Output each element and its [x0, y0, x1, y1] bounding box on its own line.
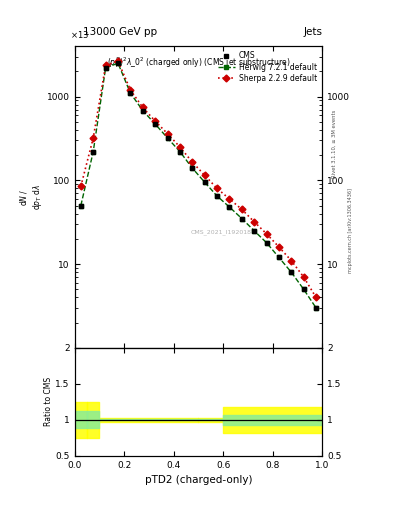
CMS [239, 216, 244, 222]
CMS [215, 193, 219, 199]
CMS [103, 65, 108, 71]
Herwig 7.2.1 default [252, 228, 257, 234]
Herwig 7.2.1 default [103, 65, 108, 71]
Sherpa 2.2.9 default [140, 104, 145, 111]
Sherpa 2.2.9 default [289, 258, 294, 264]
Herwig 7.2.1 default [289, 269, 294, 275]
Sherpa 2.2.9 default [264, 231, 269, 237]
CMS [178, 148, 182, 155]
X-axis label: pTD2 (charged-only): pTD2 (charged-only) [145, 475, 252, 485]
Sherpa 2.2.9 default [277, 244, 281, 250]
CMS [91, 148, 95, 155]
Sherpa 2.2.9 default [190, 159, 195, 165]
CMS [277, 254, 281, 261]
Herwig 7.2.1 default [140, 108, 145, 114]
Text: 13000 GeV pp: 13000 GeV pp [83, 27, 157, 37]
Y-axis label: $\mathrm{d}N$ /
$\mathrm{d}p_T$ $\mathrm{d}\lambda$: $\mathrm{d}N$ / $\mathrm{d}p_T$ $\mathrm… [18, 184, 44, 210]
Herwig 7.2.1 default [314, 305, 318, 311]
Sherpa 2.2.9 default [116, 58, 120, 64]
Sherpa 2.2.9 default [165, 131, 170, 137]
Sherpa 2.2.9 default [301, 274, 306, 280]
Sherpa 2.2.9 default [227, 196, 232, 202]
CMS [153, 121, 158, 127]
Sherpa 2.2.9 default [91, 135, 95, 141]
Sherpa 2.2.9 default [128, 87, 133, 93]
CMS [190, 165, 195, 171]
Herwig 7.2.1 default [202, 179, 207, 185]
CMS [301, 286, 306, 292]
Y-axis label: Ratio to CMS: Ratio to CMS [44, 377, 53, 426]
Sherpa 2.2.9 default [178, 144, 182, 150]
CMS [128, 90, 133, 96]
Sherpa 2.2.9 default [215, 185, 219, 191]
Sherpa 2.2.9 default [202, 172, 207, 178]
Text: CMS_2021_I1920187: CMS_2021_I1920187 [191, 229, 256, 235]
CMS [289, 269, 294, 275]
Sherpa 2.2.9 default [314, 294, 318, 301]
Herwig 7.2.1 default [301, 286, 306, 292]
Text: Jets: Jets [303, 27, 322, 37]
Herwig 7.2.1 default [153, 121, 158, 127]
Sherpa 2.2.9 default [153, 118, 158, 124]
Sherpa 2.2.9 default [239, 206, 244, 212]
Sherpa 2.2.9 default [79, 183, 83, 189]
Sherpa 2.2.9 default [103, 62, 108, 69]
Line: Sherpa 2.2.9 default: Sherpa 2.2.9 default [79, 59, 318, 300]
Herwig 7.2.1 default [239, 216, 244, 222]
Text: Rivet 3.1.10, ≥ 3M events: Rivet 3.1.10, ≥ 3M events [332, 109, 337, 178]
Line: Herwig 7.2.1 default: Herwig 7.2.1 default [79, 61, 318, 310]
Herwig 7.2.1 default [264, 240, 269, 246]
Herwig 7.2.1 default [79, 202, 83, 208]
Herwig 7.2.1 default [165, 135, 170, 141]
Herwig 7.2.1 default [227, 204, 232, 210]
CMS [252, 228, 257, 234]
Herwig 7.2.1 default [277, 254, 281, 261]
Text: $\times$13: $\times$13 [70, 29, 89, 40]
CMS [116, 60, 120, 66]
CMS [79, 202, 83, 208]
CMS [165, 135, 170, 141]
Herwig 7.2.1 default [128, 90, 133, 96]
Text: mcplots.cern.ch [arXiv:1306.3436]: mcplots.cern.ch [arXiv:1306.3436] [348, 188, 353, 273]
Herwig 7.2.1 default [91, 148, 95, 155]
CMS [140, 108, 145, 114]
CMS [264, 240, 269, 246]
Herwig 7.2.1 default [116, 60, 120, 66]
Line: CMS: CMS [79, 61, 318, 310]
CMS [314, 305, 318, 311]
Text: $(p_T^D)^2\lambda\_0^2$ (charged only) (CMS jet substructure): $(p_T^D)^2\lambda\_0^2$ (charged only) (… [107, 55, 290, 70]
Herwig 7.2.1 default [190, 165, 195, 171]
CMS [202, 179, 207, 185]
Sherpa 2.2.9 default [252, 219, 257, 225]
Legend: CMS, Herwig 7.2.1 default, Sherpa 2.2.9 default: CMS, Herwig 7.2.1 default, Sherpa 2.2.9 … [217, 50, 318, 84]
CMS [227, 204, 232, 210]
Herwig 7.2.1 default [215, 193, 219, 199]
Herwig 7.2.1 default [178, 148, 182, 155]
